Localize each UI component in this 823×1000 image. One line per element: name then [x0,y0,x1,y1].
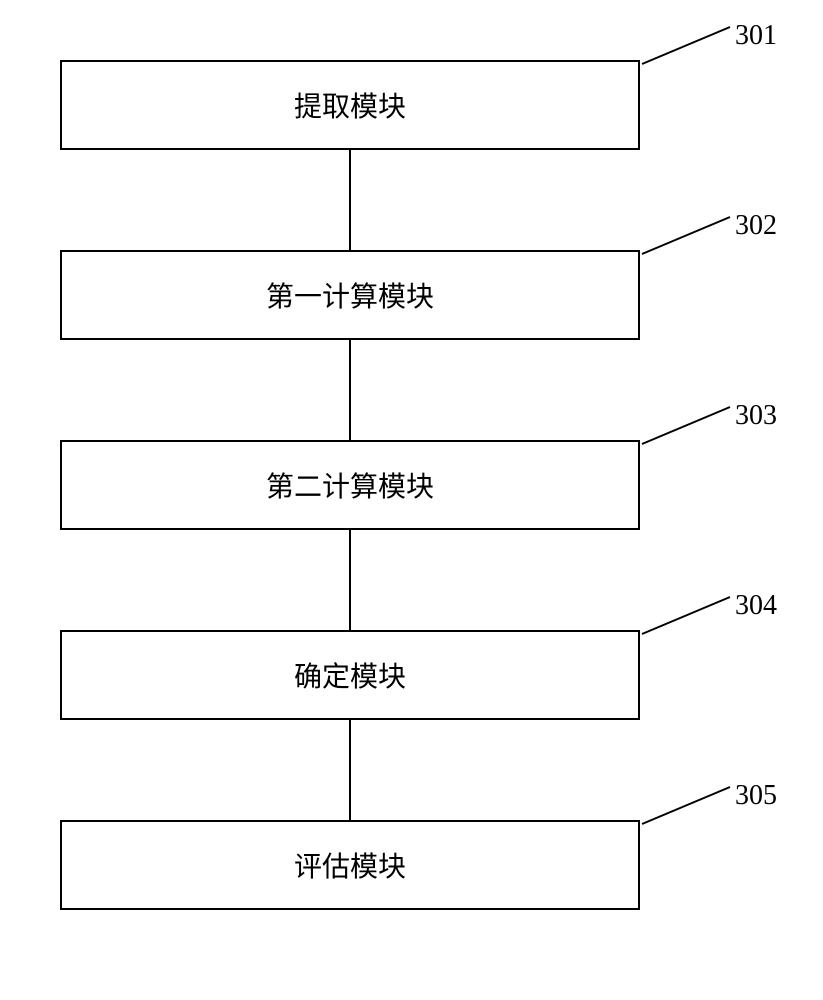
flowchart-node-label: 确定模块 [294,655,406,695]
flowchart-node-ref: 304 [735,590,777,622]
flowchart-node-label: 第一计算模块 [266,275,434,315]
flowchart-node: 确定模块 [60,630,640,720]
leader-line [642,27,730,64]
leader-line [642,407,730,444]
leaders-group [642,27,730,824]
leader-line [642,787,730,824]
leader-line [642,217,730,254]
flowchart-node: 第一计算模块 [60,250,640,340]
flowchart-node-label: 评估模块 [294,845,406,885]
flowchart-canvas: 提取模块 301 第一计算模块 302 第二计算模块 303 确定模块 304 … [0,0,823,1000]
leader-line [642,597,730,634]
flowchart-node: 提取模块 [60,60,640,150]
flowchart-node-label: 提取模块 [294,85,406,125]
flowchart-node-ref: 301 [735,20,777,52]
flowchart-node-ref: 303 [735,400,777,432]
flowchart-node: 第二计算模块 [60,440,640,530]
flowchart-node-label: 第二计算模块 [266,465,434,505]
flowchart-node-ref: 302 [735,210,777,242]
flowchart-node-ref: 305 [735,780,777,812]
flowchart-node: 评估模块 [60,820,640,910]
